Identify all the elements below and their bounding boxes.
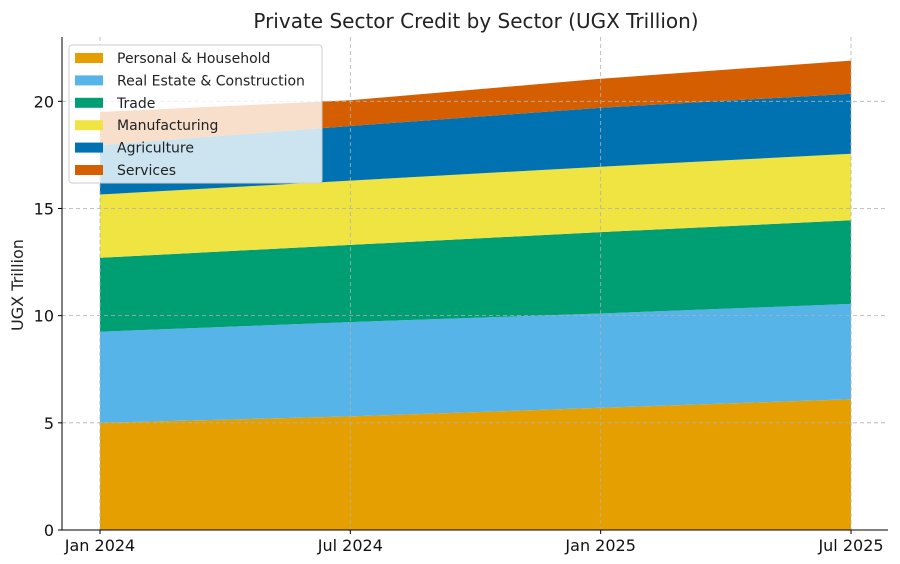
legend-box bbox=[68, 44, 323, 184]
grid-layer bbox=[62, 37, 888, 530]
axes-layer: 0 5 10 15 20 Jan 2024 Jul 2024 Jan 2025 Jul 2025 bbox=[34, 37, 888, 555]
legend-label: Services bbox=[117, 163, 176, 179]
y-axis-label: UGX Trillion bbox=[8, 239, 27, 331]
x-tick-label: Jan 2024 bbox=[64, 536, 135, 555]
areas-layer bbox=[100, 60, 851, 530]
legend: Personal & Household Real Estate & Constr… bbox=[68, 44, 323, 184]
legend-label: Manufacturing bbox=[117, 118, 218, 134]
legend-swatch bbox=[75, 75, 103, 86]
legend-label: Trade bbox=[116, 96, 155, 112]
y-tick-label: 0 bbox=[44, 521, 54, 540]
legend-swatch bbox=[75, 165, 103, 175]
area-real-estate-construction bbox=[100, 303, 851, 423]
y-tick-label: 10 bbox=[34, 307, 54, 326]
x-tick-label: Jul 2025 bbox=[817, 536, 883, 555]
area-trade bbox=[100, 220, 851, 332]
legend-label: Agriculture bbox=[117, 141, 194, 157]
chart-title: Private Sector Credit by Sector (UGX Tri… bbox=[253, 9, 698, 33]
y-tick-label: 20 bbox=[34, 92, 54, 111]
legend-label: Real Estate & Construction bbox=[117, 73, 305, 89]
legend-swatch bbox=[75, 53, 103, 63]
legend-swatch bbox=[75, 142, 103, 153]
area-manufacturing bbox=[100, 153, 851, 258]
legend-label: Personal & Household bbox=[117, 51, 270, 67]
y-tick-label: 5 bbox=[44, 414, 54, 433]
y-tick-label: 15 bbox=[34, 199, 54, 218]
area-personal-household bbox=[100, 399, 851, 530]
x-tick-label: Jan 2025 bbox=[564, 536, 635, 555]
legend-swatch bbox=[75, 120, 103, 131]
x-tick-label: Jul 2024 bbox=[317, 536, 383, 555]
legend-swatch bbox=[75, 97, 103, 108]
